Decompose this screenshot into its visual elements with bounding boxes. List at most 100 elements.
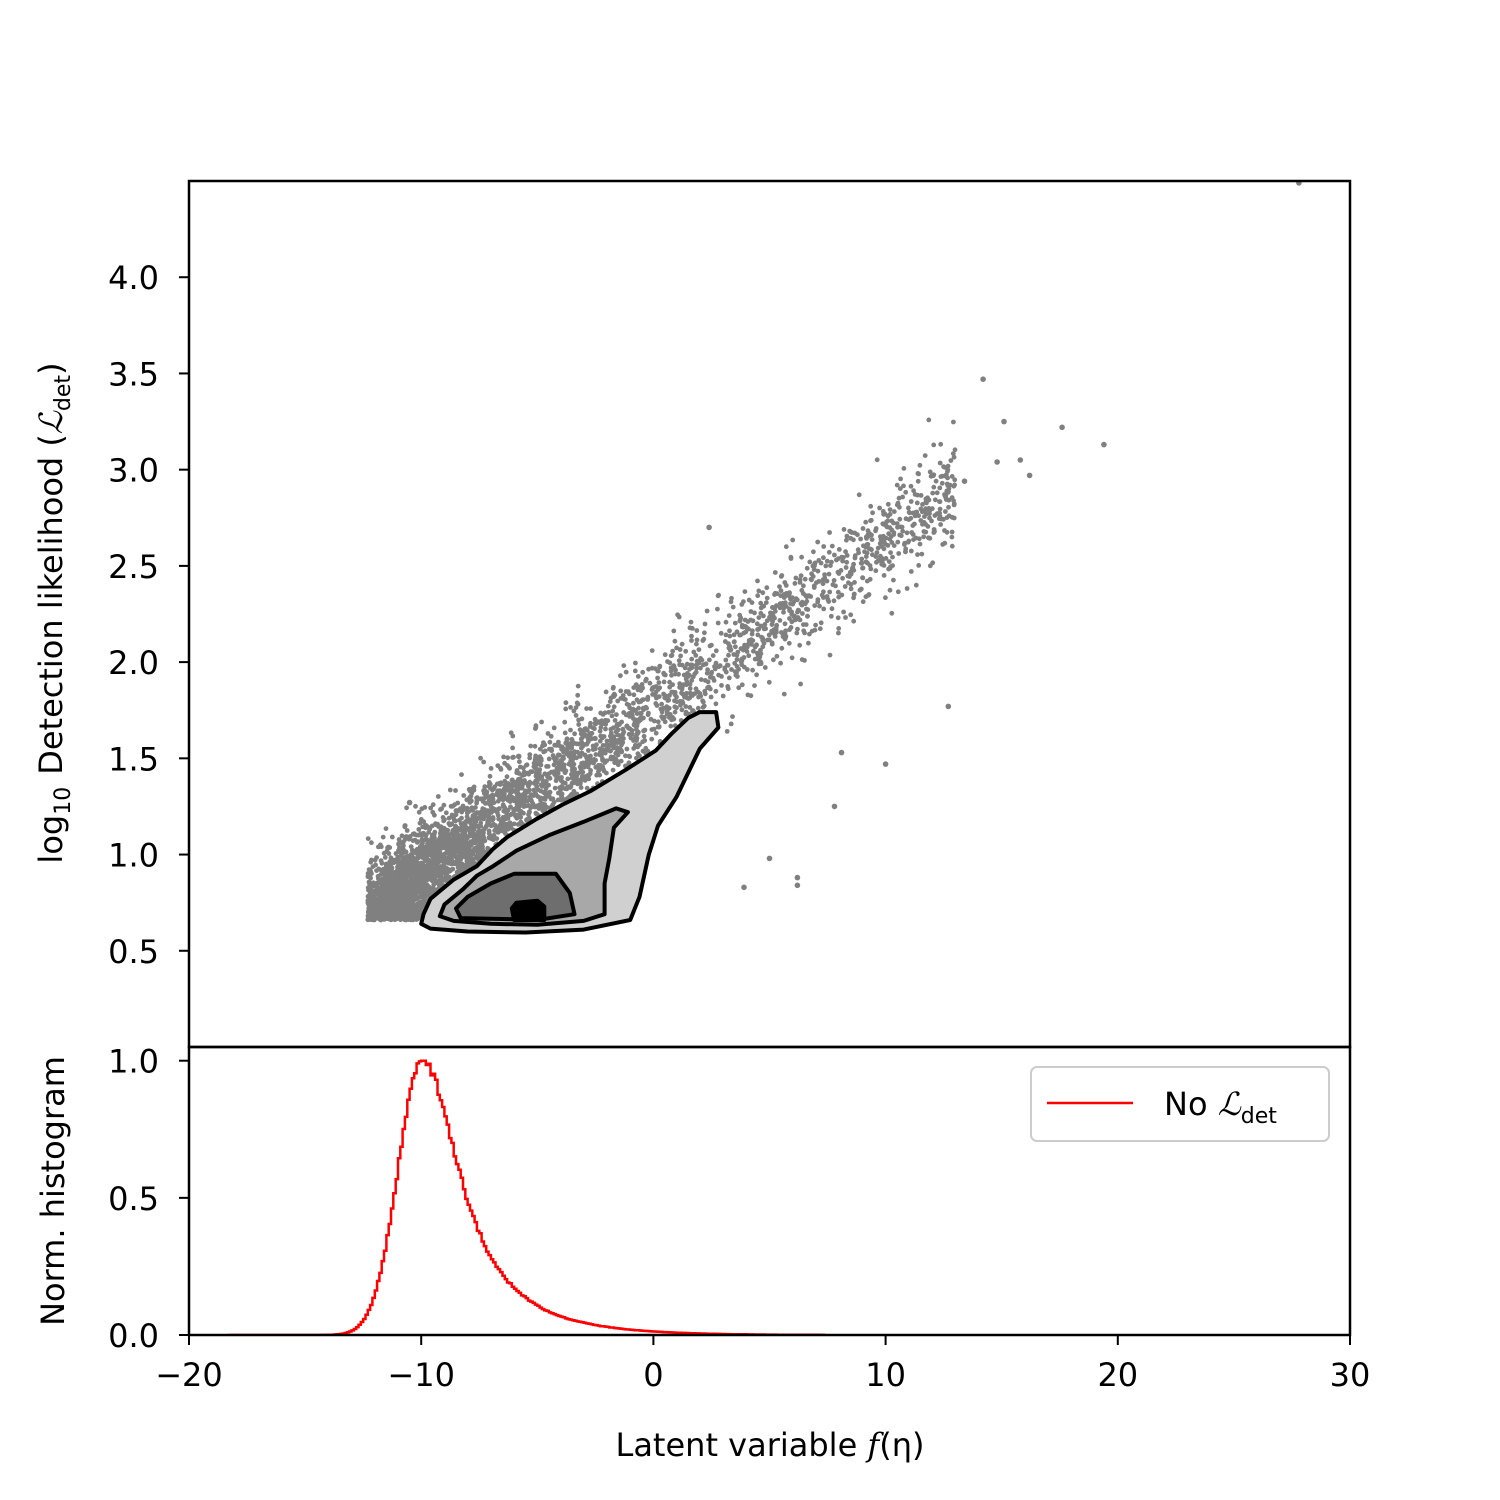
scatter-point (634, 722, 640, 727)
scatter-point (772, 592, 777, 597)
scatter-point (879, 536, 884, 542)
outlier-point (831, 803, 838, 810)
scatter-point (811, 567, 817, 572)
density-contours (419, 710, 721, 935)
scatter-point (829, 543, 835, 549)
scatter-point (788, 601, 793, 606)
scatter-point (597, 772, 603, 778)
scatter-point (713, 660, 719, 666)
scatter-point (779, 630, 784, 635)
scatter-point (729, 595, 734, 601)
scatter-point (446, 815, 452, 821)
scatter-point (411, 856, 417, 861)
scatter-point (552, 772, 557, 777)
scatter-point (730, 604, 736, 610)
scatter-point (887, 587, 893, 593)
scatter-point (692, 671, 698, 677)
scatter-point (766, 632, 772, 638)
outlier-point (1001, 418, 1007, 425)
scatter-point (822, 572, 827, 577)
scatter-point (774, 622, 780, 628)
legend-box (1030, 1066, 1330, 1142)
scatter-point (891, 543, 897, 548)
scatter-point (480, 844, 485, 849)
scatter-point (583, 726, 588, 732)
scatter-point (827, 589, 833, 595)
scatter-point (888, 534, 894, 540)
scatter-point (906, 505, 911, 511)
scatter-point (518, 821, 524, 827)
scatter-point (880, 521, 886, 527)
scatter-point (809, 571, 814, 577)
scatter-point (851, 618, 857, 624)
scatter-point (393, 851, 399, 856)
scatter-point (659, 701, 664, 707)
scatter-point (914, 500, 920, 506)
scatter-point (689, 638, 694, 643)
scatter-point (656, 694, 662, 699)
scatter-point (662, 652, 668, 658)
scatter-point (707, 674, 713, 680)
scatter-point (468, 839, 474, 845)
scatter-point (374, 855, 379, 860)
scatter-point (491, 800, 497, 805)
scatter-point (789, 655, 795, 661)
scatter-point (573, 705, 579, 710)
scatter-point (687, 681, 693, 687)
scatter-point (848, 535, 854, 541)
scatter-point (741, 645, 746, 651)
scatter-point (690, 693, 695, 698)
scatter-point (564, 747, 570, 753)
scatter-point (868, 546, 873, 552)
scatter-point (898, 533, 904, 539)
outlier-point (980, 376, 986, 383)
scatter-point (723, 619, 729, 625)
scatter-point (424, 882, 430, 888)
scatter-point (404, 860, 409, 866)
scatter-point (430, 809, 436, 815)
bottom-y-tick-label: 1.0 (108, 1043, 159, 1081)
scatter-point (443, 832, 449, 837)
scatter-point (531, 760, 537, 766)
scatter-point (754, 650, 760, 656)
scatter-point (748, 693, 754, 699)
scatter-point (881, 546, 887, 552)
scatter-point (851, 595, 856, 601)
scatter-point (763, 600, 769, 605)
scatter-point (908, 483, 914, 489)
scatter-point (802, 601, 808, 607)
scatter-point (544, 804, 550, 810)
scatter-point (927, 563, 933, 569)
scatter-point (861, 543, 866, 549)
scatter-point (885, 518, 891, 524)
scatter-point (807, 631, 812, 637)
scatter-point (684, 690, 689, 696)
scatter-point (531, 787, 537, 793)
scatter-point (584, 785, 590, 791)
scatter-point (672, 638, 678, 644)
scatter-point (416, 809, 422, 815)
scatter-point (365, 916, 371, 922)
scatter-point (723, 632, 729, 638)
scatter-point (879, 561, 885, 567)
scatter-point (943, 495, 949, 501)
scatter-point (615, 732, 621, 738)
scatter-point (602, 721, 607, 726)
scatter-point (795, 626, 800, 632)
scatter-point (457, 862, 462, 868)
scatter-point (614, 723, 620, 729)
top-y-tick-label: 0.5 (108, 933, 159, 971)
scatter-point (418, 817, 424, 822)
scatter-point (438, 835, 444, 841)
scatter-point (932, 497, 938, 503)
scatter-point (726, 652, 731, 658)
scatter-point (779, 573, 785, 578)
scatter-point (425, 864, 430, 869)
scatter-point (672, 671, 678, 677)
scatter-point (497, 782, 503, 787)
scatter-point (581, 764, 587, 770)
scatter-point (580, 760, 586, 766)
scatter-point (614, 712, 619, 717)
scatter-point (797, 642, 803, 648)
scatter-point (538, 762, 544, 768)
